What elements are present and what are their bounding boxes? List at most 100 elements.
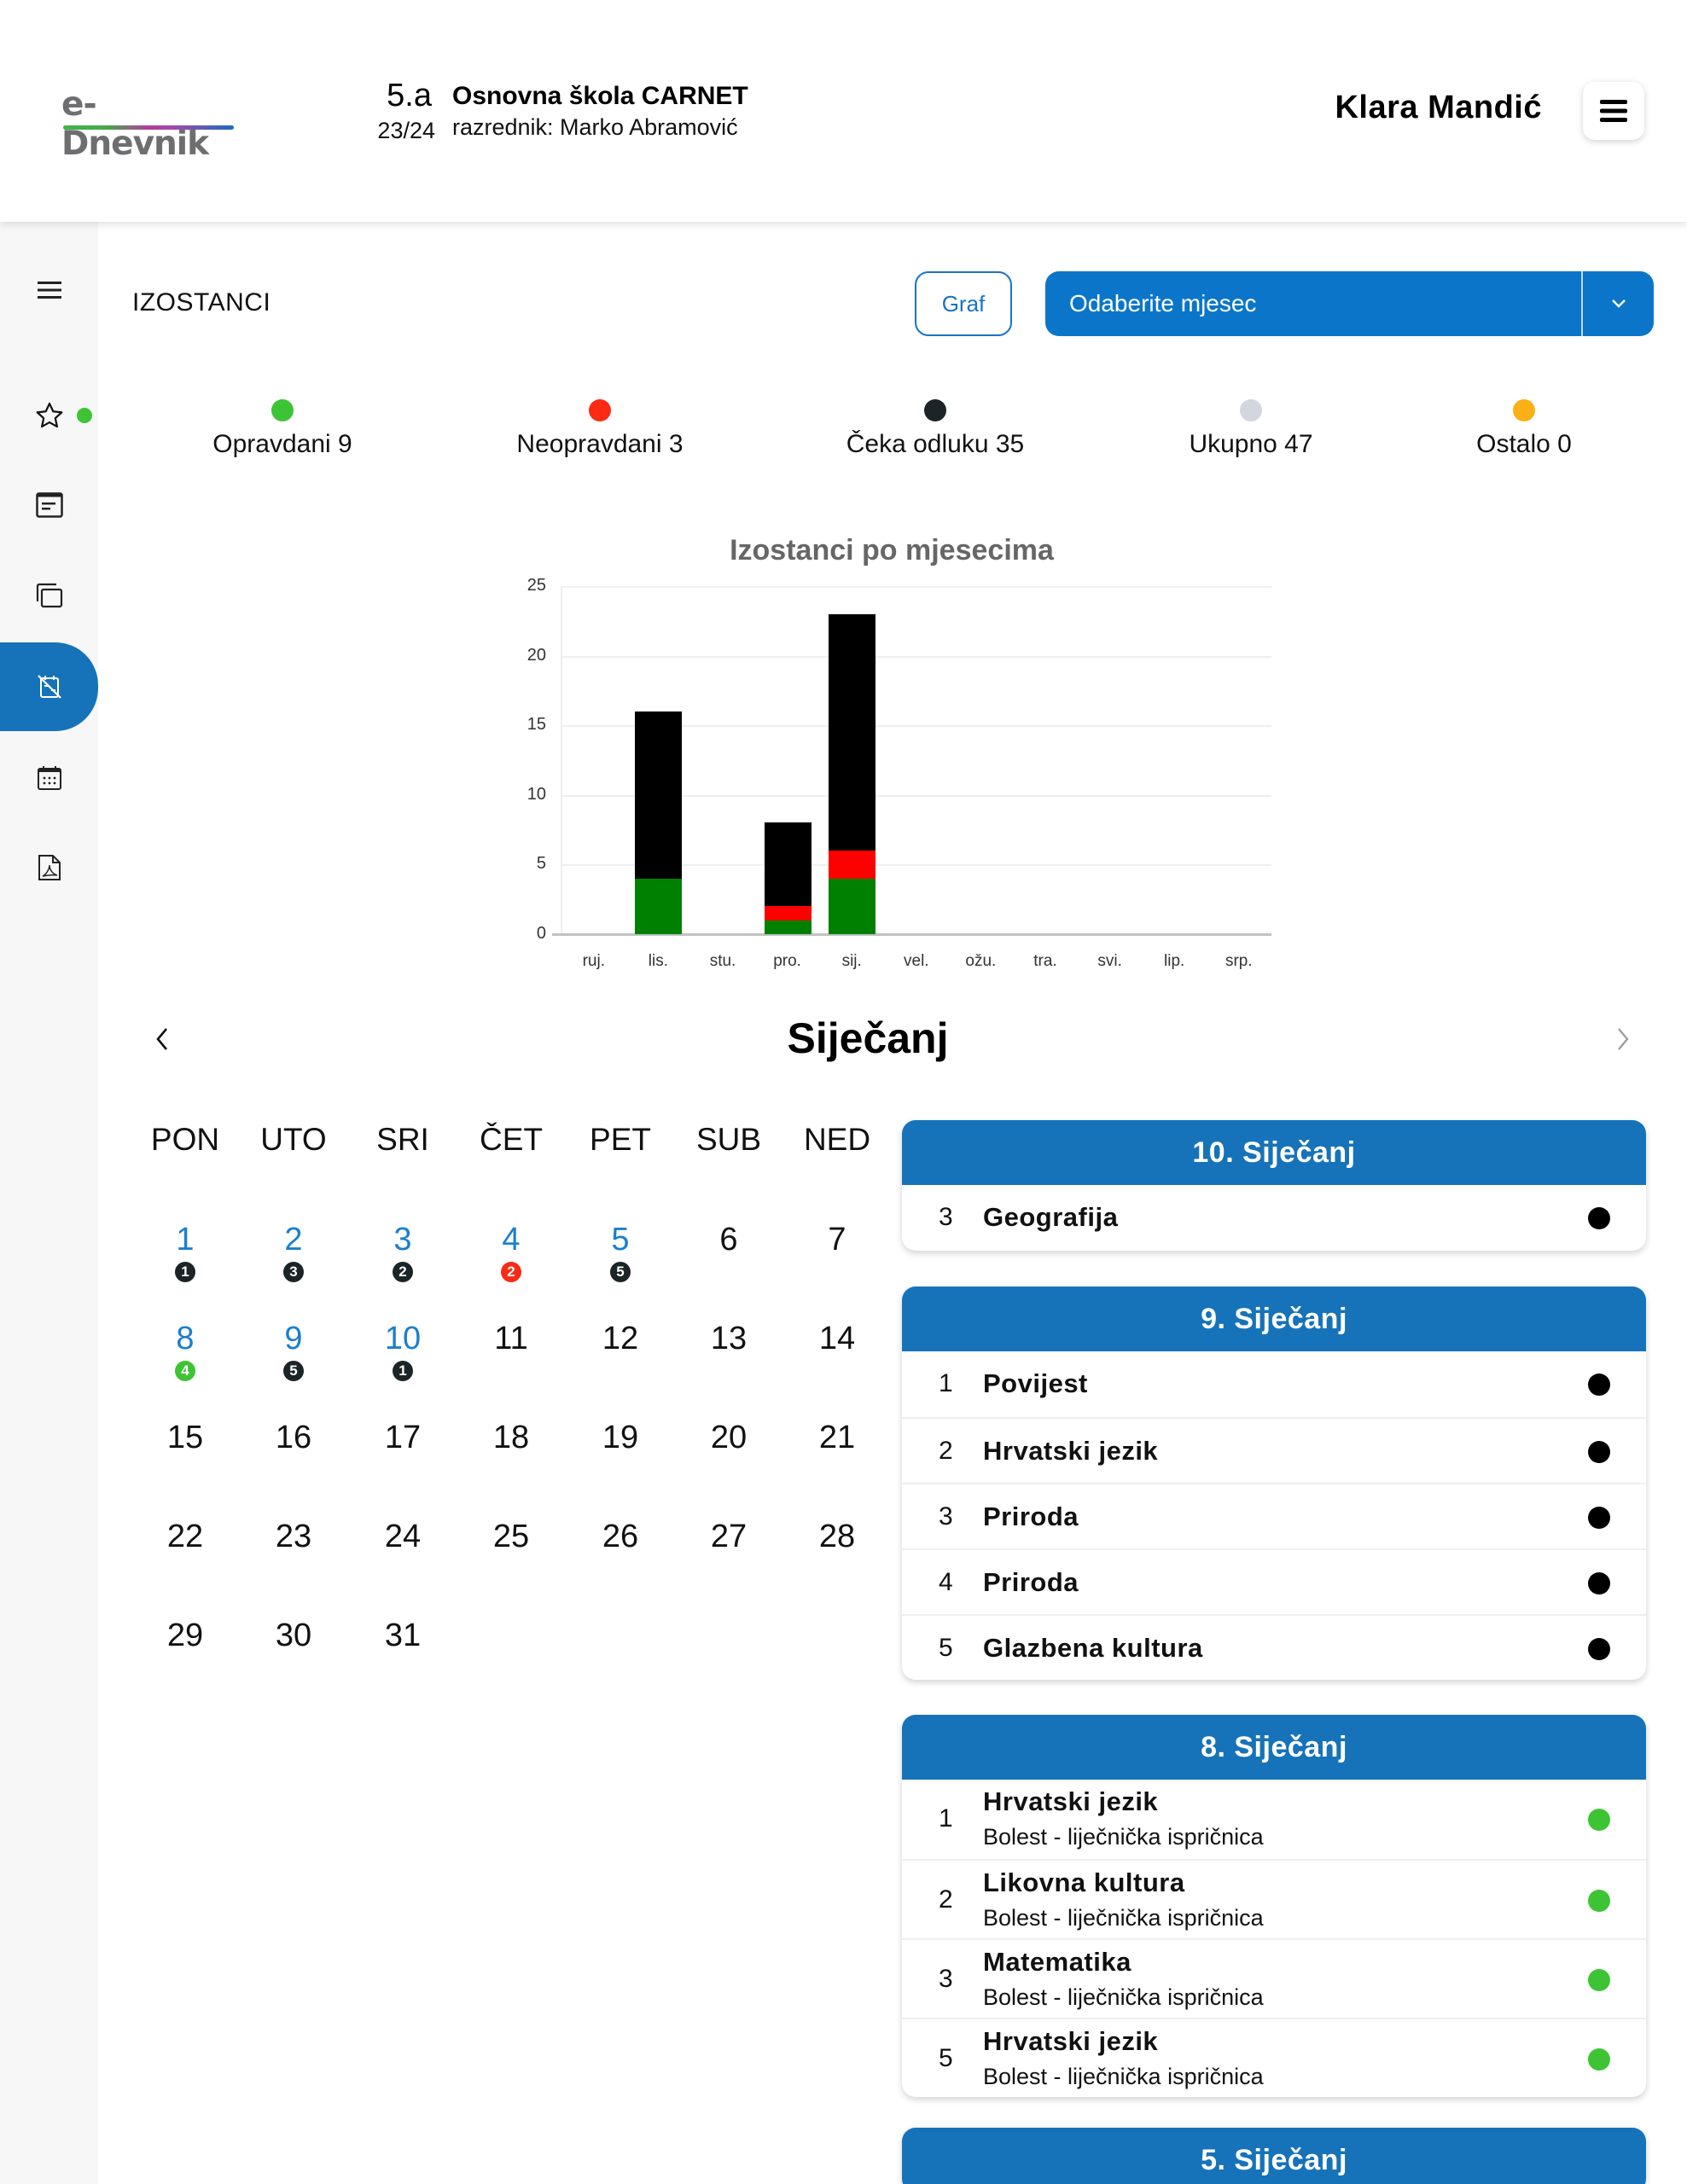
bar-segment-opravdani (635, 878, 683, 934)
calendar-day[interactable]: 27 (678, 1518, 780, 1600)
sidebar-item-pdf[interactable] (0, 823, 98, 912)
absence-row[interactable]: 3 Geografija (902, 1185, 1646, 1251)
lesson-number: 1 (939, 1804, 953, 1833)
calendar-day[interactable]: 13 (678, 1320, 780, 1402)
y-tick-label: 15 (526, 715, 546, 735)
calendar-day[interactable]: 19 (569, 1419, 672, 1501)
calendar-day[interactable]: 20 (678, 1419, 780, 1501)
weekday-label: PET (590, 1122, 651, 1157)
sidebar-item-absences[interactable] (0, 642, 98, 731)
absence-count-badge: 1 (175, 1262, 195, 1282)
main-menu-button[interactable] (1583, 82, 1644, 140)
day-number: 3 (393, 1222, 412, 1258)
sidebar-item-calendar[interactable] (0, 734, 98, 822)
select-divider (1581, 271, 1583, 336)
previous-month-button[interactable] (145, 1019, 179, 1059)
calendar-day[interactable]: 18 (460, 1419, 562, 1501)
calendar-day[interactable]: 10 1 (352, 1320, 454, 1402)
calendar-day[interactable]: 31 (352, 1617, 454, 1699)
chevron-down-icon (1611, 299, 1626, 308)
chart-bar[interactable] (829, 613, 876, 934)
calendar-day[interactable]: 28 (786, 1518, 888, 1600)
absence-row[interactable]: 2 Likovna kultura Bolest - liječnička ispr… (902, 1859, 1646, 1938)
calendar-day[interactable]: 17 (352, 1419, 454, 1501)
absence-row[interactable]: 5 Hrvatski jezik Bolest - liječnička ispri… (902, 2018, 1646, 2097)
page-title: IZOSTANCI (132, 288, 271, 317)
absence-row[interactable]: 5 Glazbena kultura (902, 1614, 1646, 1680)
calendar-day[interactable]: 26 (569, 1518, 672, 1600)
star-icon (36, 402, 62, 428)
absence-count-badge: 2 (501, 1262, 521, 1282)
calendar-day[interactable]: 12 (569, 1320, 672, 1402)
sidebar-item-favorites[interactable] (0, 371, 98, 460)
sidebar-toggle[interactable] (0, 246, 98, 334)
bar-segment-ekaodluku (764, 822, 812, 907)
calendar-day[interactable]: 16 (242, 1419, 345, 1501)
homeroom-teacher: razrednik: Marko Abramović (452, 114, 738, 140)
calendar-day[interactable]: 30 (242, 1617, 345, 1699)
legend-label: Ostalo 0 (1476, 430, 1572, 458)
calendar-day[interactable]: 14 (786, 1320, 888, 1402)
absence-row[interactable]: 1 Povijest (902, 1351, 1646, 1417)
absence-count-badge: 2 (393, 1262, 413, 1282)
calendar-day[interactable]: 23 (242, 1518, 345, 1600)
absence-count-badge: 4 (175, 1361, 195, 1381)
sidebar-item-notes[interactable] (0, 461, 98, 549)
calendar-day[interactable]: 24 (352, 1518, 454, 1600)
day-number: 15 (166, 1420, 204, 1455)
day-number: 2 (284, 1222, 303, 1258)
gridline (561, 586, 1271, 588)
next-month-button[interactable] (1606, 1019, 1640, 1059)
absence-row[interactable]: 1 Hrvatski jezik Bolest - liječnička ispri… (902, 1780, 1646, 1859)
calendar-day[interactable]: 21 (786, 1419, 888, 1501)
month-select-toggle[interactable] (1583, 271, 1654, 336)
month-select[interactable]: Odaberite mjesec (1045, 271, 1654, 336)
x-tick-label: ruj. (582, 952, 605, 970)
chart-bar[interactable] (764, 822, 812, 934)
calendar-day[interactable]: 7 (786, 1221, 888, 1303)
e-dnevnik-logo[interactable]: e-Dnevnik (61, 85, 236, 163)
subject-name: Hrvatski jezik (983, 1436, 1159, 1466)
status-dot (1588, 1889, 1610, 1912)
copy-icon (36, 583, 62, 608)
graph-button[interactable]: Graf (915, 271, 1012, 336)
sidebar (0, 222, 98, 2184)
calendar-day[interactable]: 25 (460, 1518, 562, 1600)
chart-bar[interactable] (635, 711, 683, 934)
calendar-day[interactable]: 15 (134, 1419, 236, 1501)
calendar-day[interactable]: 11 (460, 1320, 562, 1402)
gridline (561, 725, 1271, 728)
bar-segment-ekaodluku (829, 613, 876, 851)
absence-count-badge: 3 (283, 1262, 304, 1282)
legend-label: Opravdani 9 (212, 430, 352, 458)
y-tick-label: 10 (526, 784, 546, 804)
calendar-day[interactable]: 29 (134, 1617, 236, 1699)
bar-segment-neopravdani (764, 906, 812, 921)
absence-row[interactable]: 3 Priroda (902, 1483, 1646, 1548)
day-card: 8. Siječanj 1 Hrvatski jezik Bolest - liječ… (902, 1715, 1646, 2097)
subject-name: Hrvatski jezik (983, 2026, 1159, 2056)
chevron-right-icon (1618, 1028, 1629, 1050)
lesson-number: 3 (939, 1964, 953, 1993)
calendar-day[interactable]: 22 (134, 1518, 236, 1600)
absence-row[interactable]: 4 Priroda (902, 1548, 1646, 1614)
absence-row[interactable]: 3 Matematika Bolest - liječnička ispričnic… (902, 1938, 1646, 2018)
day-card-title: 10. Siječanj (902, 1120, 1646, 1185)
absence-row[interactable]: 2 Hrvatski jezik (902, 1417, 1646, 1483)
calendar-day[interactable]: 6 (678, 1221, 780, 1303)
hamburger-icon (37, 282, 61, 299)
sidebar-item-copies[interactable] (0, 551, 98, 640)
day-number: 20 (710, 1420, 748, 1455)
legend-pending: Čeka odluku 35 (807, 399, 1063, 459)
user-name[interactable]: Klara Mandić (1335, 90, 1542, 125)
day-number: 4 (502, 1222, 521, 1258)
chevron-left-icon (156, 1028, 167, 1050)
calendar-off-icon (37, 675, 61, 699)
